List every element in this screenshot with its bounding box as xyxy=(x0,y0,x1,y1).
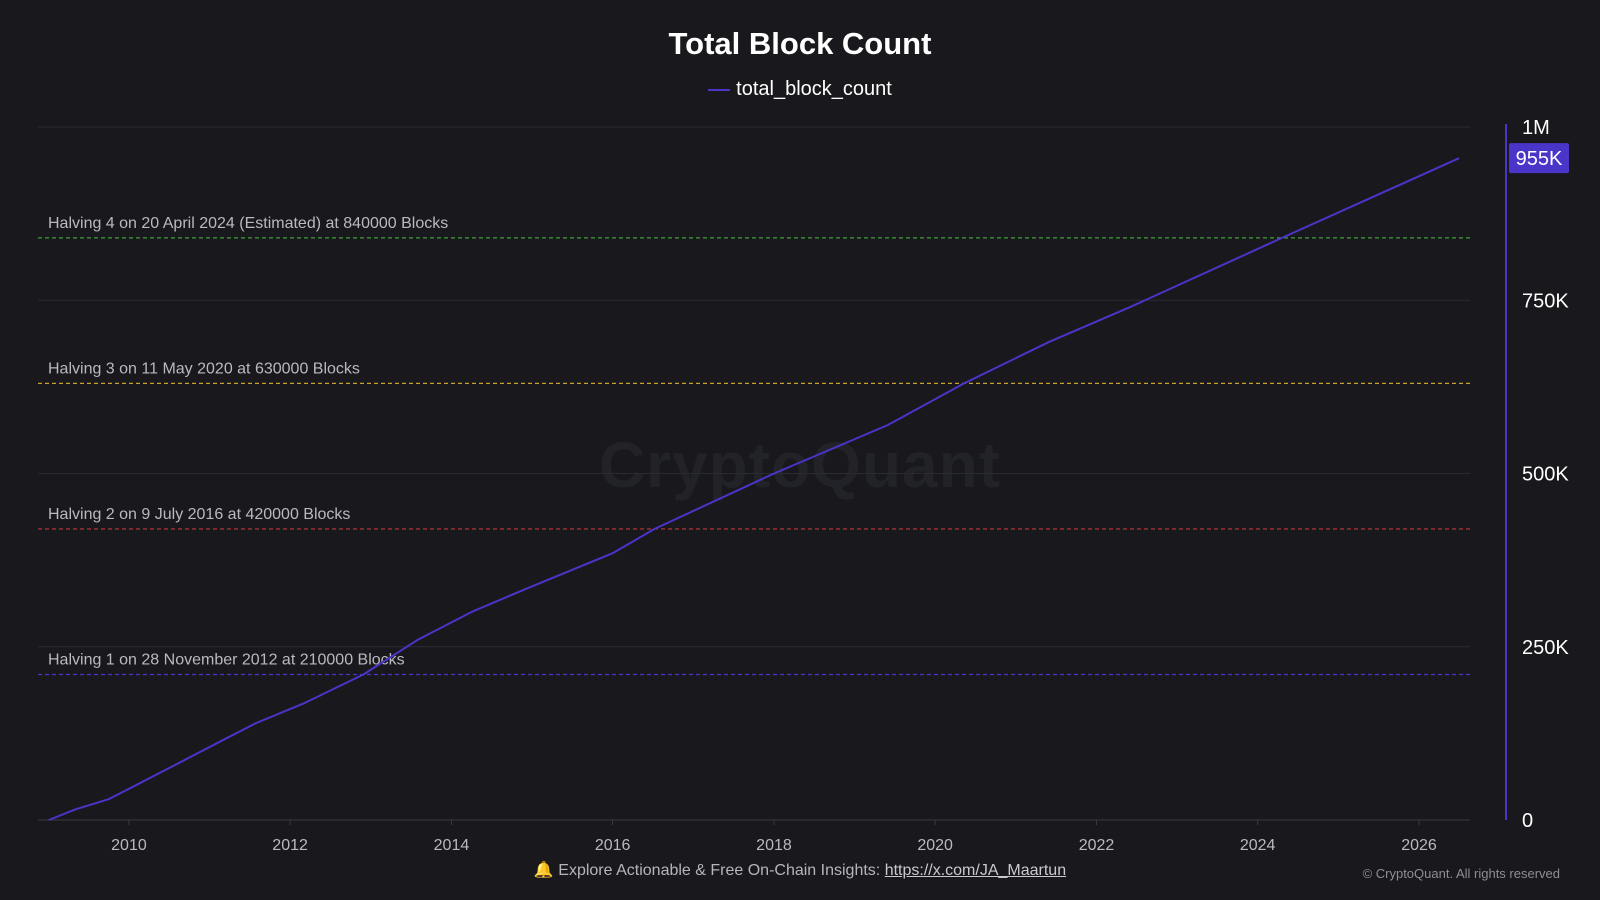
x-tick-label: 2022 xyxy=(1079,837,1115,854)
bell-icon: 🔔 xyxy=(533,862,554,879)
footer: 🔔 Explore Actionable & Free On-Chain Ins… xyxy=(0,860,1600,880)
last-value-badge-label: 955K xyxy=(1516,148,1563,170)
x-tick-label: 2020 xyxy=(917,837,953,854)
x-tick-label: 2012 xyxy=(272,837,308,854)
x-tick-label: 2010 xyxy=(111,837,147,854)
series-layer xyxy=(48,157,1460,821)
y-tick-label: 0 xyxy=(1522,810,1533,832)
y-tick-label: 250K xyxy=(1522,637,1569,659)
reference-lines: Halving 1 on 28 November 2012 at 210000 … xyxy=(38,215,1470,676)
footer-text: Explore Actionable & Free On-Chain Insig… xyxy=(558,862,881,879)
copyright: © CryptoQuant. All rights reserved xyxy=(1362,866,1560,881)
chart-title: Total Block Count xyxy=(668,26,932,61)
legend-swatch xyxy=(708,88,731,91)
grid-lines xyxy=(38,126,1470,821)
y-tick-label: 500K xyxy=(1522,464,1569,486)
y-tick-label: 1M xyxy=(1522,117,1550,139)
last-value-badge xyxy=(1509,143,1569,174)
halving-label-3: Halving 3 on 11 May 2020 at 630000 Block… xyxy=(48,360,360,377)
halving-label-1: Halving 1 on 28 November 2012 at 210000 … xyxy=(48,651,405,668)
watermark: CryptoQuant xyxy=(598,429,1002,501)
legend-label: total_block_count xyxy=(736,78,892,100)
series-line-total_block_count xyxy=(48,157,1460,821)
axes: 0 250K 500K 750K 1M 2010 2012 2014 2016 2018 2020 2… xyxy=(111,117,1569,854)
x-tick-label: 2018 xyxy=(756,837,792,854)
x-tick-label: 2016 xyxy=(595,837,631,854)
x-tick-label: 2014 xyxy=(434,837,470,854)
footer-link[interactable]: https://x.com/JA_Maartun xyxy=(884,862,1067,879)
x-tick-label: 2026 xyxy=(1401,837,1437,854)
y-tick-label: 750K xyxy=(1522,290,1569,312)
halving-label-4: Halving 4 on 20 April 2024 (Estimated) a… xyxy=(48,215,448,232)
x-tick-label: 2024 xyxy=(1240,837,1276,854)
chart-legend[interactable]: total_block_count xyxy=(0,78,1600,101)
halving-label-2: Halving 2 on 9 July 2016 at 420000 Block… xyxy=(48,506,350,523)
